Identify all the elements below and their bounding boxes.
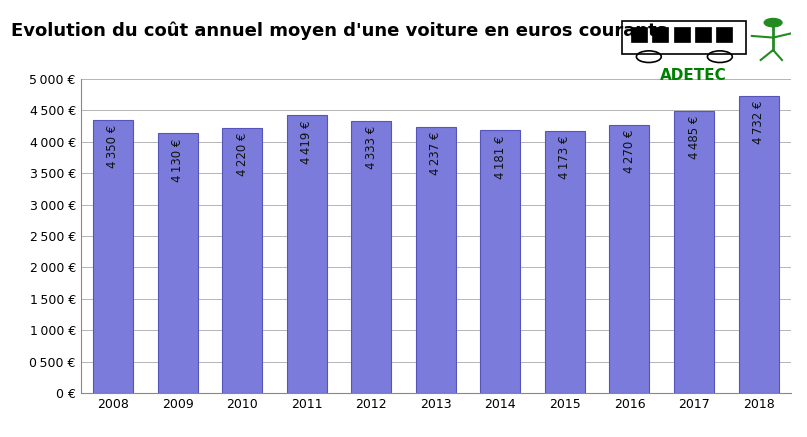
Bar bbox=[738, 96, 779, 393]
Text: ADETEC: ADETEC bbox=[660, 68, 726, 83]
Bar bbox=[609, 125, 650, 393]
FancyBboxPatch shape bbox=[695, 27, 711, 42]
Bar bbox=[286, 115, 327, 393]
Text: 4 419 €: 4 419 € bbox=[300, 120, 313, 164]
Bar bbox=[480, 130, 521, 393]
FancyBboxPatch shape bbox=[674, 27, 690, 42]
Circle shape bbox=[764, 18, 782, 27]
FancyBboxPatch shape bbox=[652, 27, 668, 42]
FancyBboxPatch shape bbox=[717, 27, 732, 42]
Text: Evolution du coût annuel moyen d'une voiture en euros courants: Evolution du coût annuel moyen d'une voi… bbox=[10, 22, 667, 40]
Text: 4 270 €: 4 270 € bbox=[623, 130, 636, 173]
Text: 4 173 €: 4 173 € bbox=[558, 136, 571, 179]
Bar bbox=[222, 128, 262, 393]
Text: 4 220 €: 4 220 € bbox=[236, 133, 249, 176]
Text: 4 350 €: 4 350 € bbox=[107, 125, 119, 168]
Bar bbox=[93, 120, 133, 393]
Text: 4 181 €: 4 181 € bbox=[494, 135, 507, 179]
Text: 4 732 €: 4 732 € bbox=[752, 101, 765, 144]
Text: 4 237 €: 4 237 € bbox=[429, 132, 442, 175]
Bar bbox=[674, 111, 714, 393]
Bar bbox=[157, 133, 198, 393]
Text: 4 130 €: 4 130 € bbox=[171, 139, 184, 182]
Bar bbox=[545, 131, 585, 393]
Text: 4 485 €: 4 485 € bbox=[688, 116, 700, 160]
Bar bbox=[416, 127, 456, 393]
FancyBboxPatch shape bbox=[631, 27, 647, 42]
Bar bbox=[351, 121, 391, 393]
Text: 4 333 €: 4 333 € bbox=[365, 126, 378, 169]
